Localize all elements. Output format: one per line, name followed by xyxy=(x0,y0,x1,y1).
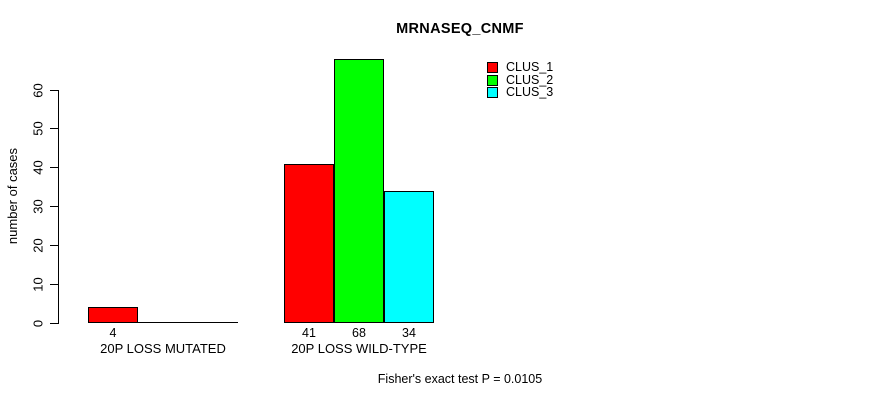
legend-label: CLUS_1 xyxy=(506,60,554,74)
y-axis-tick xyxy=(50,322,58,324)
y-axis-tick xyxy=(50,283,58,285)
y-axis-tick xyxy=(50,128,58,130)
legend-color-swatch xyxy=(487,87,498,98)
y-axis-tick-label: 0 xyxy=(30,319,46,327)
legend-item: CLUS_3 xyxy=(487,85,554,99)
y-axis-tick-label: 50 xyxy=(30,121,46,137)
legend-label: CLUS_2 xyxy=(506,72,554,87)
bar-value-label: 41 xyxy=(302,326,316,340)
category-label: 20P LOSS MUTATED xyxy=(100,341,226,356)
y-axis-tick xyxy=(50,206,58,207)
footer-annotation: Fisher's exact test P = 0.0105 xyxy=(377,372,543,386)
bar-clus_2 xyxy=(334,58,384,323)
legend-color-swatch xyxy=(487,74,498,86)
y-axis-tick xyxy=(50,89,58,91)
bar-value-label: 68 xyxy=(352,326,366,340)
bar-value-label: 34 xyxy=(402,326,416,340)
y-axis-tick-label: 20 xyxy=(30,238,46,253)
zero-bar-line xyxy=(138,322,188,323)
chart-title: MRNASEQ_CNMF xyxy=(396,21,524,37)
y-axis-tick-label: 10 xyxy=(30,276,46,292)
y-axis-tick-label: 40 xyxy=(30,160,46,175)
legend-label: CLUS_3 xyxy=(506,85,554,99)
legend-item: CLUS_1 xyxy=(487,60,554,74)
bar-clus_1 xyxy=(88,307,138,323)
bar-clus_3 xyxy=(384,190,434,323)
y-axis-tick-label: 30 xyxy=(30,199,46,214)
legend-item: CLUS_2 xyxy=(487,72,554,87)
category-label: 20P LOSS WILD-TYPE xyxy=(291,341,427,356)
legend-color-swatch xyxy=(487,62,498,73)
y-axis-tick-label: 60 xyxy=(30,82,46,98)
y-axis-label: number of cases xyxy=(5,147,20,245)
y-axis-line xyxy=(58,90,59,324)
y-axis-tick xyxy=(50,244,58,246)
bar-value-label: 4 xyxy=(109,326,117,340)
legend: CLUS_1 CLUS_2 CLUS_3 xyxy=(487,60,554,99)
bar-clus_1 xyxy=(284,163,334,323)
y-axis-tick xyxy=(50,167,58,169)
zero-bar-line xyxy=(188,322,238,323)
